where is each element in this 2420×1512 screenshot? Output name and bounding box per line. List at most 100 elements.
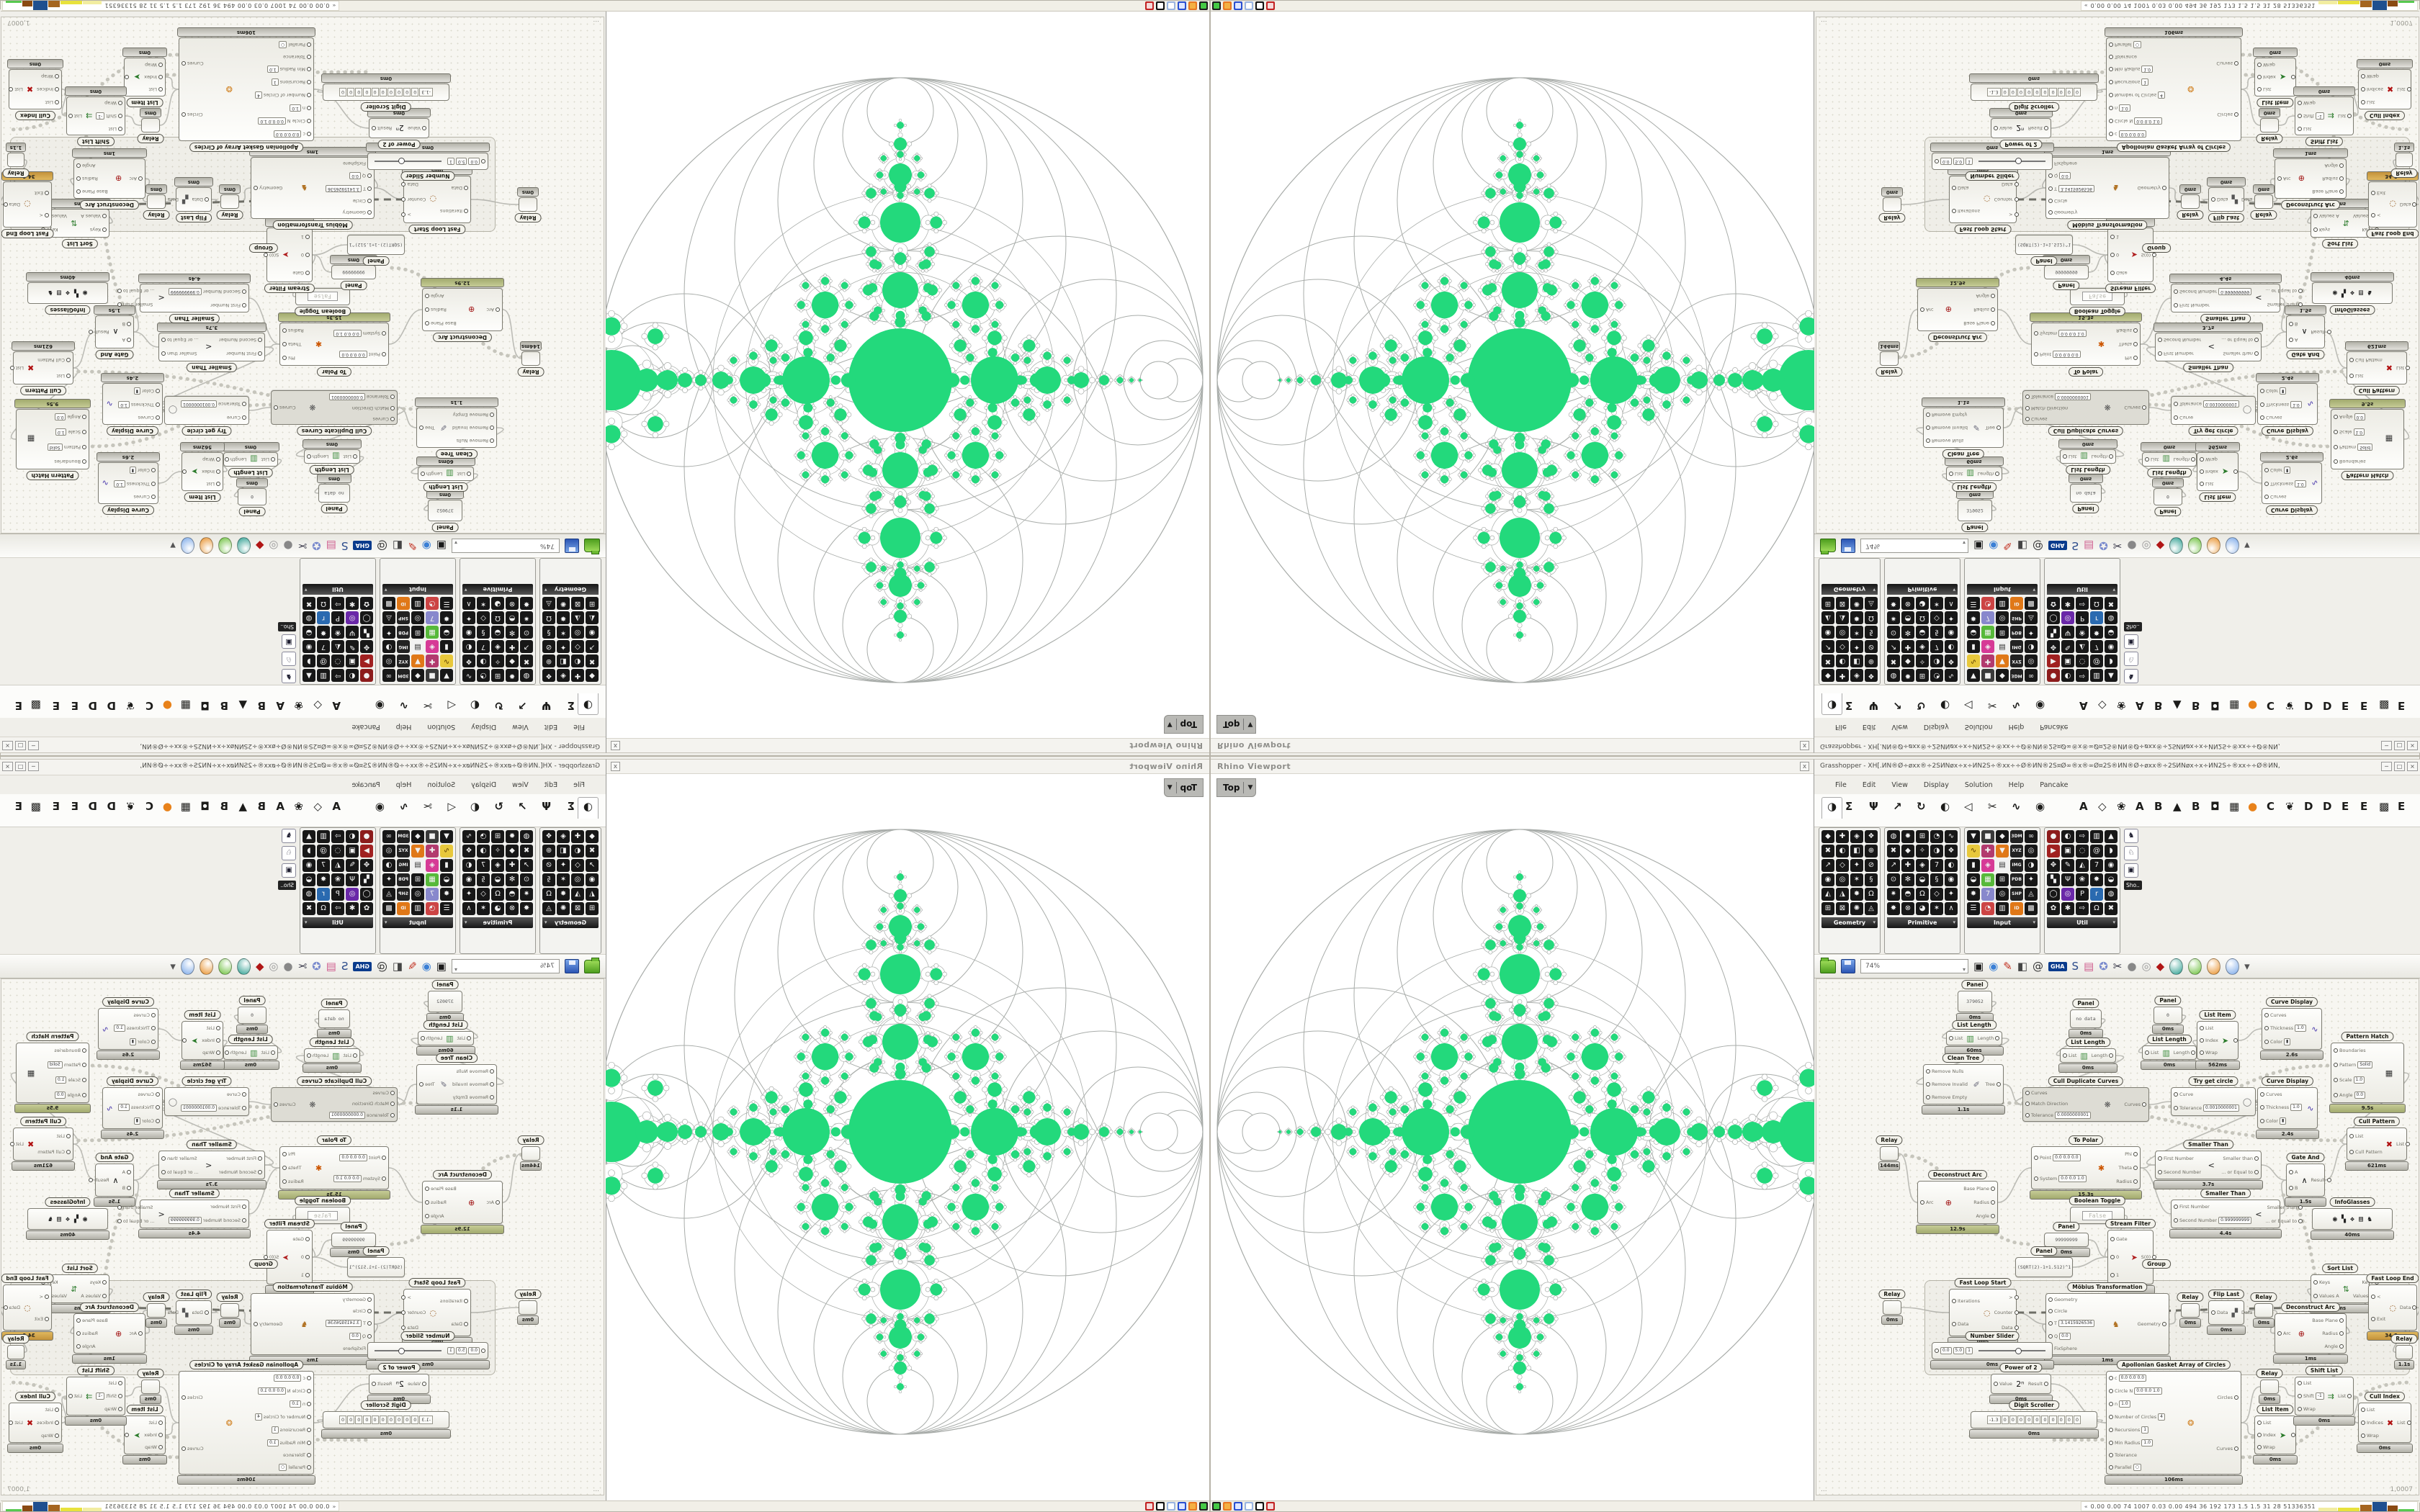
component-icon[interactable]: ◯: [2047, 611, 2060, 624]
grasshopper-titlebar[interactable]: Grasshopper - XH[.ИN®Ø÷øxx®÷2SИNøx÷x÷ИN2…: [1814, 737, 2420, 752]
node-body[interactable]: (SQRT(2)-1+1.512)^1: [2015, 1257, 2073, 1277]
menu-item-pancake[interactable]: Pancake: [351, 780, 380, 789]
component-icon[interactable]: ◑: [477, 845, 490, 858]
component-icon[interactable]: ▶: [2047, 845, 2060, 858]
display-wire-icon[interactable]: [236, 958, 251, 975]
node-body[interactable]: Curves Match Direction Tolerance 0.00000000…: [2022, 1087, 2149, 1122]
component-icon[interactable]: ♘: [2124, 846, 2138, 860]
gem-icon[interactable]: ◆: [2156, 539, 2165, 552]
component-icon[interactable]: ✸: [1850, 888, 1863, 901]
component-icon[interactable]: ♞: [2124, 669, 2138, 683]
toggle-value[interactable]: False: [307, 1210, 339, 1220]
node-body[interactable]: Iterations Data ◌ > Counter Data: [403, 1289, 471, 1336]
palette-overflow-label[interactable]: Sho..: [278, 881, 296, 890]
component-icon[interactable]: ▲: [2105, 830, 2118, 843]
gh-node[interactable]: Gate And A B ∧ Result 1.5s: [2285, 1153, 2326, 1207]
component-icon[interactable]: ✱: [346, 902, 359, 915]
component-icon[interactable]: ⊕: [1865, 654, 1878, 667]
component-icon[interactable]: ✸: [520, 597, 533, 610]
gh-node[interactable]: Panel 379052 0ms: [1956, 980, 1994, 1022]
component-icon[interactable]: ◔: [1981, 597, 1994, 610]
component-icon[interactable]: ◉: [2105, 640, 2118, 653]
palette-tab-icon[interactable]: D: [2323, 800, 2332, 813]
gh-node[interactable]: Relay 1.1s: [2390, 1334, 2418, 1369]
node-body[interactable]: 99999999: [331, 265, 376, 279]
component-icon[interactable]: SHP: [2010, 611, 2023, 624]
palette-tab-icon[interactable]: D: [2304, 800, 2313, 813]
gh-node[interactable]: Cull Index List Indices Wrap ✖ List 0ms: [7, 1392, 63, 1453]
component-icon[interactable]: ⇨: [2076, 830, 2089, 843]
component-icon[interactable]: ▲: [2105, 669, 2118, 682]
component-icon[interactable]: ◔: [477, 830, 490, 843]
publish-icon[interactable]: @: [2033, 960, 2044, 973]
node-body[interactable]: List Index Wrap ➤: [2254, 58, 2296, 96]
node-body[interactable]: c 0.0 0.0 0.0 Circle N 0.0 0.0 1.0 n 1.0 Numbe…: [179, 1371, 314, 1475]
component-icon[interactable]: ◑: [477, 654, 490, 667]
palette-tab-icon[interactable]: A: [2136, 699, 2144, 712]
palette-tab-icon[interactable]: B: [2154, 699, 2163, 712]
node-body[interactable]: Data ▞ Data: [167, 1300, 212, 1325]
component-icon[interactable]: ▮: [440, 640, 453, 653]
node-body[interactable]: Data ▞ Data: [2208, 1300, 2253, 1325]
component-icon[interactable]: ◉: [1945, 626, 1958, 639]
palette-tab-icon[interactable]: Σ: [1845, 800, 1853, 813]
node-body[interactable]: Data ▞ Data: [2208, 187, 2253, 212]
gh-node[interactable]: Panel (SQRT(2)-1+1.512)^1: [347, 235, 405, 266]
param-value-chip[interactable]: Solid: [2357, 1061, 2373, 1068]
palette-group-label[interactable]: Input ▾: [1967, 584, 2038, 595]
preview-icon[interactable]: ◉: [1989, 539, 1999, 552]
node-body[interactable]: 0: [2154, 1007, 2182, 1024]
component-icon[interactable]: ↗: [520, 640, 533, 653]
palette-tab-icon[interactable]: ↗: [1893, 699, 1902, 712]
palette-tab-icon[interactable]: ❀: [294, 800, 303, 813]
gh-node[interactable]: Boolean Toggle False: [2069, 1196, 2126, 1224]
component-icon[interactable]: ◆: [586, 830, 599, 843]
component-icon[interactable]: ▮: [1967, 859, 1980, 872]
component-icon[interactable]: ✶: [477, 902, 490, 915]
component-icon[interactable]: ♘: [282, 652, 296, 666]
component-icon[interactable]: ✱: [346, 597, 359, 610]
palette-tab-icon[interactable]: ◘: [2210, 800, 2220, 813]
node-body[interactable]: Data ▞ Data: [167, 187, 212, 212]
param-value-chip[interactable]: 0.0 0.0 1.0: [2058, 330, 2087, 338]
component-icon[interactable]: ◬: [382, 888, 395, 901]
gh-node[interactable]: Curve Display Curves Thickness 1.0 Color ▮ ∿ 2.…: [2260, 997, 2323, 1060]
gh-node[interactable]: Relay 144ms: [517, 1135, 544, 1171]
palette-tab-icon[interactable]: ●: [2248, 800, 2258, 813]
gh-node[interactable]: Relay 1.1s: [2390, 143, 2418, 178]
node-body[interactable]: Value 2ⁿ Result: [1991, 1374, 2051, 1394]
palette-tab-icon[interactable]: ↻: [494, 699, 503, 712]
slider-setting-chip[interactable]: 0.0: [468, 158, 480, 165]
node-body[interactable]: Arc ⊕ Base Plane Radius Angle: [73, 1313, 145, 1354]
node-body[interactable]: Point 0.0 0.0 0.0 System 0.0 0.0 1.0 ✱ Phi The…: [2031, 1146, 2141, 1189]
component-icon[interactable]: ◒: [1967, 873, 1980, 886]
palette-tab-icon[interactable]: Ψ: [542, 699, 551, 712]
node-body[interactable]: Arc ⊕ Base Plane Radius Angle: [1917, 1181, 1998, 1224]
component-icon[interactable]: ▥: [2090, 830, 2103, 843]
palette-overflow-label[interactable]: Sho..: [278, 622, 296, 631]
component-icon[interactable]: ☰: [440, 902, 453, 915]
palette-tab-icon[interactable]: E: [2398, 699, 2406, 712]
component-icon[interactable]: ◎: [382, 845, 395, 858]
gh-node[interactable]: Smaller Than First Number Second Number < Sm…: [157, 323, 266, 372]
gh-node[interactable]: Flip Last Data ▞ Data 0ms: [2207, 1290, 2253, 1335]
component-icon[interactable]: ∿: [440, 654, 453, 667]
gh-node[interactable]: Deconstruct Arc Arc ⊕ Base Plane Radius Angle…: [421, 1170, 504, 1234]
param-value-chip[interactable]: 0.0000000001: [2055, 393, 2091, 401]
param-value-chip[interactable]: ▮: [2283, 1038, 2291, 1046]
gh-node[interactable]: Relay 144ms: [1876, 341, 1903, 377]
component-icon[interactable]: ◌: [331, 845, 344, 858]
palette-tab-icon[interactable]: ◇: [2098, 699, 2107, 712]
palette-tab-icon[interactable]: ◉: [2035, 699, 2045, 712]
chevron-up-icon[interactable]: «: [332, 3, 336, 9]
component-icon[interactable]: ✶: [1850, 873, 1863, 886]
gh-node[interactable]: To Polar Point 0.0 0.0 0.0 System 0.0 0.0 1.…: [2030, 1135, 2142, 1200]
palette-tab-icon[interactable]: ▲: [2173, 699, 2182, 712]
component-icon[interactable]: ◉: [1945, 873, 1958, 886]
param-value-chip[interactable]: 1.0: [2295, 480, 2306, 488]
display-sphere-icon[interactable]: [2226, 537, 2240, 554]
node-body[interactable]: List Index Wrap ➤: [2197, 1021, 2238, 1060]
gh-canvas[interactable]: ... 1,0007 Panel 379052 0ms List Length List…: [1816, 17, 2419, 534]
